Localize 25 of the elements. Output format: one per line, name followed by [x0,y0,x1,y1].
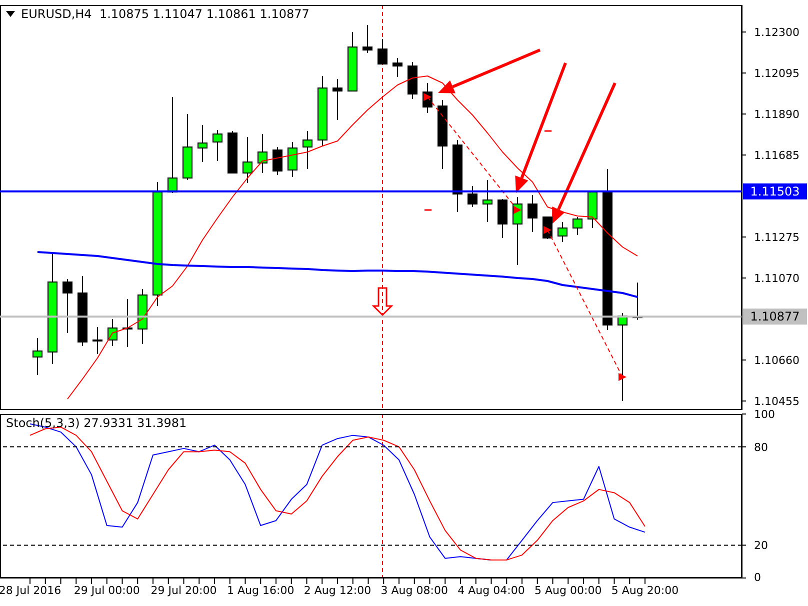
chart-title: Stoch(5,3,3) 27.9331 31.3981 [6,416,187,430]
y-tick-label: 1.10455 [754,395,800,408]
x-tick-label: 1 Aug 16:00 [227,584,294,597]
x-tick-label: 28 Jul 2016 [0,584,62,597]
ref-line-label: 1.11503 [750,184,800,198]
y-tick-label: 20 [754,539,768,552]
y-tick-label: 1.10660 [754,354,800,367]
x-tick-label: 3 Aug 08:00 [380,584,448,597]
ref-line-label: 1.10877 [750,310,800,324]
y-tick-label: 0 [754,571,761,584]
x-tick-label: 29 Jul 20:00 [150,584,217,597]
y-tick-label: 1.11275 [754,231,800,244]
x-tick-label: 5 Aug 20:00 [611,584,679,597]
y-tick-label: 1.12095 [754,67,800,80]
x-tick-label: 4 Aug 04:00 [458,584,525,597]
y-tick-label: 1.11070 [754,272,800,285]
x-tick-label: 5 Aug 00:00 [534,584,602,597]
x-tick-label: 2 Aug 12:00 [304,584,372,597]
y-tick-label: 1.11685 [754,149,800,162]
chart-title: EURUSD,H4 1.10875 1.11047 1.10861 1.10877 [21,7,310,21]
y-tick-label: 1.12300 [754,26,800,39]
y-tick-label: 1.11890 [754,108,800,121]
x-tick-label: 29 Jul 00:00 [74,584,140,597]
y-tick-label: 80 [754,440,768,454]
y-tick-label: 100 [754,408,775,421]
